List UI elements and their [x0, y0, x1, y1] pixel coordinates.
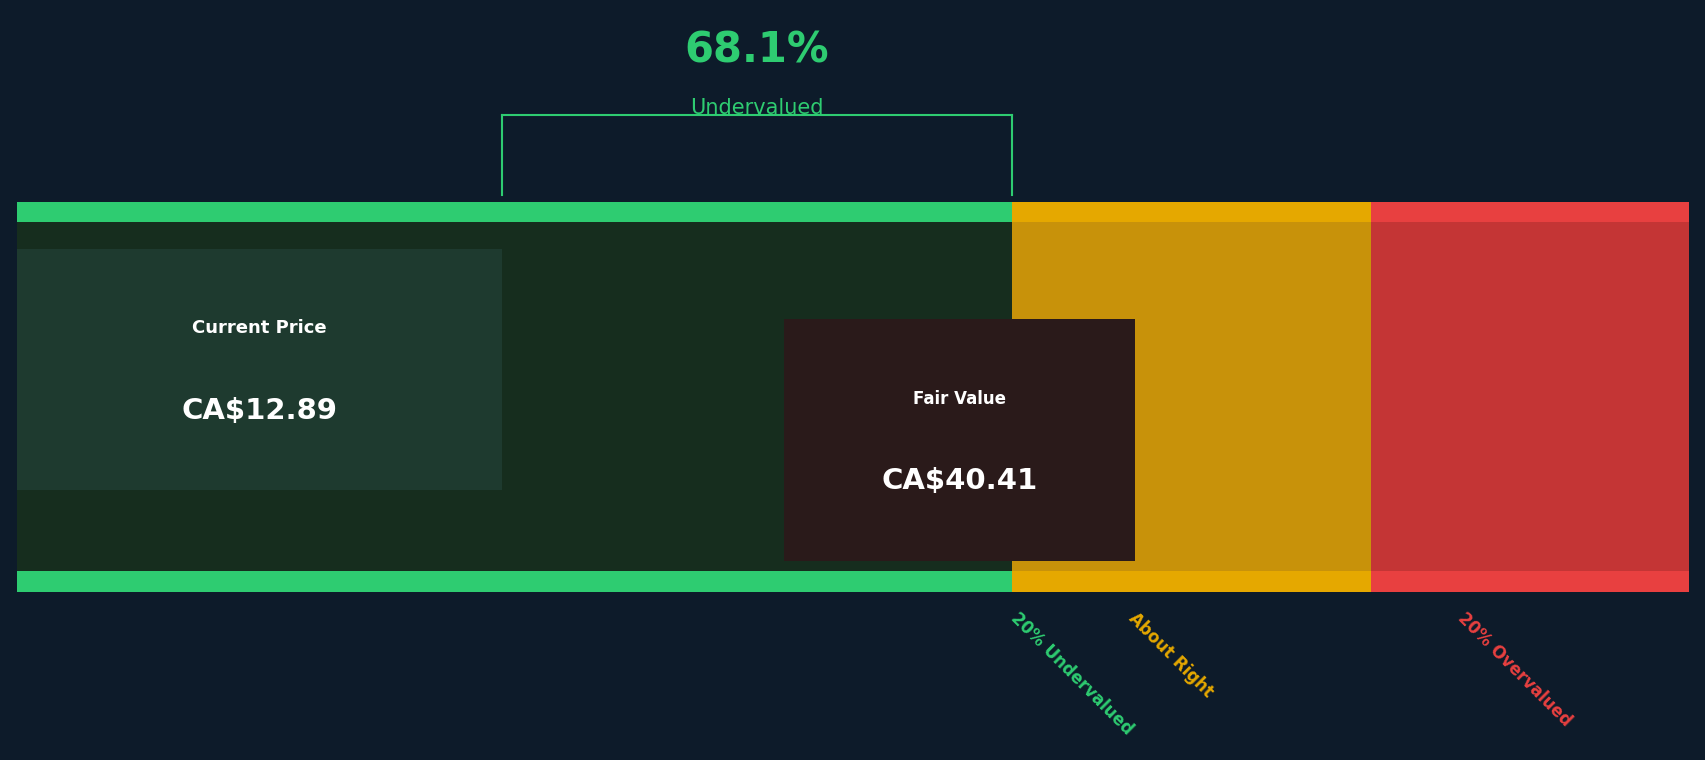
Text: CA$40.41: CA$40.41 [880, 467, 1037, 495]
Text: Current Price: Current Price [193, 319, 327, 337]
Bar [1371, 202, 1688, 591]
Bar [1371, 222, 1688, 572]
Bar [17, 202, 1011, 591]
Bar [17, 249, 501, 490]
Text: 68.1%: 68.1% [684, 30, 829, 71]
Text: Undervalued: Undervalued [691, 98, 824, 119]
Bar [17, 222, 1011, 572]
Text: Fair Value: Fair Value [912, 390, 1004, 408]
Text: CA$12.89: CA$12.89 [181, 397, 338, 425]
Bar [1011, 222, 1371, 572]
Bar [783, 319, 1134, 561]
Bar [1011, 202, 1371, 591]
Text: 20% Undervalued: 20% Undervalued [1008, 610, 1136, 739]
Bar [17, 222, 1688, 572]
Text: About Right: About Right [1124, 610, 1216, 701]
Text: 20% Overvalued: 20% Overvalued [1453, 610, 1574, 730]
